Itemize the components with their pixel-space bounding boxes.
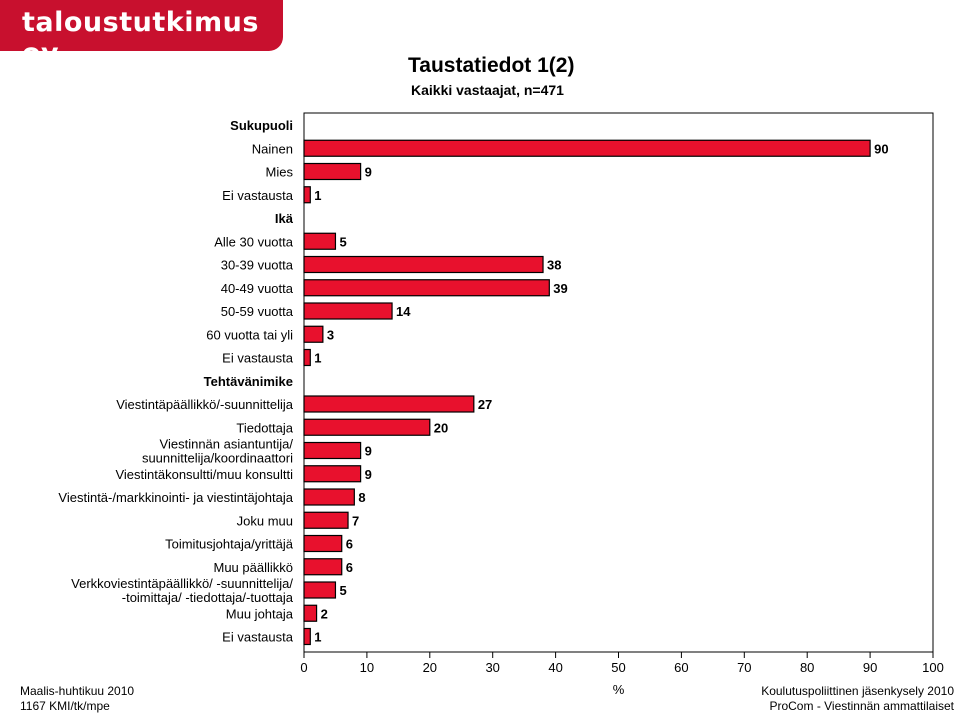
category-label: 50-59 vuotta [221, 304, 294, 319]
x-tick-label: 40 [548, 660, 562, 675]
category-label: Viestintäpäällikkö/-suunnittelija [116, 397, 294, 412]
x-tick-label: 50 [611, 660, 625, 675]
x-axis-label: % [613, 682, 625, 697]
brand-logo: taloustutkimus oy [0, 0, 283, 69]
data-label: 9 [365, 467, 372, 482]
category-label: Viestintäkonsultti/muu konsultti [115, 467, 293, 482]
footer-survey: Koulutuspoliittinen jäsenkysely 2010 [761, 684, 954, 698]
category-label: suunnittelija/koordinaattori [142, 451, 293, 466]
data-label: 1 [314, 630, 321, 645]
x-tick-label: 20 [423, 660, 437, 675]
category-label: Mies [266, 165, 294, 180]
bar [303, 255, 544, 274]
x-tick-label: 80 [800, 660, 814, 675]
x-tick-label: 100 [922, 660, 944, 675]
bar [303, 465, 362, 483]
x-tick-label: 90 [863, 660, 877, 675]
group-header: Ikä [275, 211, 294, 226]
x-tick-label: 0 [300, 660, 307, 675]
bar [303, 511, 349, 529]
data-label: 20 [434, 420, 448, 435]
category-label: Muu johtaja [226, 606, 294, 621]
data-label: 1 [314, 351, 321, 366]
bar [303, 418, 431, 436]
category-label: Tiedottaja [236, 420, 293, 435]
category-label: Viestintä-/markkinointi- ja viestintäjoh… [58, 490, 293, 505]
category-label: Verkkoviestintäpäällikkö/ -suunnittelija… [71, 576, 293, 591]
group-header: Tehtävänimike [204, 374, 293, 389]
x-tick-label: 60 [674, 660, 688, 675]
data-label: 5 [339, 583, 346, 598]
category-label: 40-49 vuotta [221, 281, 294, 296]
footer-organization: ProCom - Viestinnän ammattilaiset [769, 699, 954, 713]
data-label: 3 [327, 327, 334, 342]
data-label: 90 [874, 141, 888, 156]
category-label: Nainen [252, 141, 293, 156]
bar [303, 581, 337, 599]
bar [303, 395, 475, 413]
x-tick-label: 10 [360, 660, 374, 675]
data-label: 39 [553, 281, 567, 296]
category-label: Joku muu [237, 513, 293, 528]
data-label: 8 [358, 490, 365, 505]
data-label: 9 [365, 165, 372, 180]
data-label: 2 [321, 606, 328, 621]
footer-date: Maalis-huhtikuu 2010 [20, 684, 135, 698]
category-label: 30-39 vuotta [221, 258, 294, 273]
category-label: Muu päällikkö [214, 560, 294, 575]
bar [303, 604, 318, 622]
bar [303, 186, 311, 204]
plot-frame [303, 112, 934, 653]
category-label: Ei vastausta [222, 630, 294, 645]
bar [303, 558, 343, 576]
bar [303, 348, 311, 367]
category-label: Toimitusjohtaja/yrittäjä [165, 537, 294, 552]
data-label: 38 [547, 258, 561, 273]
bar [303, 232, 337, 250]
chart-title: Taustatiedot 1(2) [408, 54, 575, 77]
x-tick-label: 30 [485, 660, 499, 675]
bar [303, 325, 324, 343]
bar [303, 139, 871, 157]
data-label: 5 [339, 234, 346, 249]
category-label: -toimittaja/ -tiedottaja/-tuottaja [122, 590, 294, 605]
x-tick-label: 70 [737, 660, 751, 675]
category-label: Ei vastausta [222, 188, 294, 203]
category-label: Viestinnän asiantuntija/ [160, 437, 294, 452]
bar [303, 534, 343, 553]
data-label: 14 [396, 304, 411, 319]
data-label: 9 [365, 444, 372, 459]
data-label: 7 [352, 513, 359, 528]
data-label: 6 [346, 560, 353, 575]
footer-code: 1167 KMI/tk/mpe [20, 699, 110, 713]
chart-subtitle: Kaikki vastaajat, n=471 [411, 82, 564, 98]
data-label: 6 [346, 537, 353, 552]
brand-name: taloustutkimus oy [22, 7, 259, 69]
data-label: 27 [478, 397, 492, 412]
category-label: 60 vuotta tai yli [206, 327, 293, 342]
category-label: Ei vastausta [222, 351, 294, 366]
bar [303, 279, 550, 297]
group-header: Sukupuoli [230, 118, 293, 133]
bar [303, 441, 362, 460]
data-label: 1 [314, 188, 321, 203]
bar [303, 162, 362, 181]
category-label: Alle 30 vuotta [214, 234, 294, 249]
bar [303, 488, 355, 506]
bar [303, 302, 393, 320]
bar [303, 627, 311, 646]
